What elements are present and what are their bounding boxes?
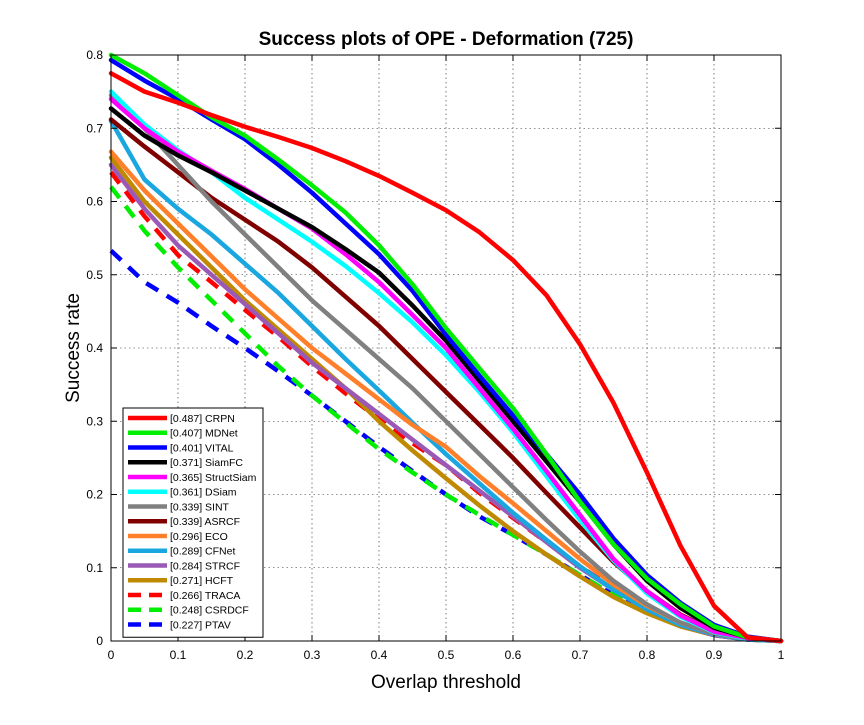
legend-label: [0.289] CFNet	[170, 546, 235, 558]
y-tick-label: 0.3	[86, 414, 103, 428]
legend-label: [0.339] ASRCF	[170, 516, 240, 528]
x-tick-label: 0.1	[170, 648, 187, 662]
axes-frame	[110, 54, 782, 642]
legend-label: [0.266] TRACA	[170, 590, 240, 602]
y-tick-label: 0.7	[86, 121, 103, 135]
legend-label: [0.487] CRPN	[170, 413, 235, 425]
chart-title: Success plots of OPE - Deformation (725)	[259, 29, 634, 50]
x-tick-label: 0.6	[505, 648, 522, 662]
y-tick-label: 0.1	[86, 561, 103, 575]
legend-label: [0.271] HCFT	[170, 575, 234, 587]
x-tick-label: 0	[108, 648, 115, 662]
y-tick-label: 0	[96, 634, 103, 648]
legend-label: [0.248] CSRDCF	[170, 605, 249, 617]
series-layer	[108, 52, 784, 644]
legend-label: [0.371] SiamFC	[170, 457, 243, 469]
y-tick-label: 0.8	[86, 48, 103, 62]
y-tick-label: 0.2	[86, 488, 103, 502]
y-tick-label: 0.5	[86, 268, 103, 282]
series-line-sint	[108, 93, 784, 644]
legend-label: [0.361] DSiam	[170, 487, 237, 499]
x-tick-label: 0.4	[371, 648, 388, 662]
legend-label: [0.365] StructSiam	[170, 472, 257, 484]
y-tick-labels: 0 0.1 0.2 0.3 0.4 0.5 0.6 0.7 0.8	[86, 48, 103, 648]
legend-label: [0.407] MDNet	[170, 428, 238, 440]
legend: [0.487] CRPN [0.407] MDNet [0.401] VITAL [0…	[122, 407, 264, 638]
legend-label: [0.339] SINT	[170, 501, 230, 513]
x-tick-label: 0.5	[438, 648, 455, 662]
legend-label: [0.296] ECO	[170, 531, 228, 543]
x-axis-label: Overlap threshold	[371, 672, 521, 693]
y-axis-label: Success rate	[63, 293, 84, 403]
x-tick-label: 0.3	[304, 648, 321, 662]
x-tick-label: 0.9	[706, 648, 723, 662]
series-line-cfnet	[108, 118, 784, 644]
series-line-csrdcf	[109, 185, 782, 644]
y-tick-label: 0.6	[86, 195, 103, 209]
legend-label: [0.401] VITAL	[170, 442, 234, 454]
x-tick-label: 0.7	[572, 648, 589, 662]
axes-box	[110, 54, 782, 642]
legend-label: [0.284] STRCF	[170, 560, 240, 572]
x-tick-label: 0.2	[237, 648, 254, 662]
x-tick-labels: 0 0.1 0.2 0.3 0.4 0.5 0.6 0.7 0.8 0.9 1	[108, 648, 785, 662]
series-line-mdnet	[108, 52, 784, 644]
y-tick-label: 0.4	[86, 341, 103, 355]
legend-label: [0.227] PTAV	[170, 619, 231, 631]
series-line-siamfc	[108, 106, 784, 644]
x-tick-label: 0.8	[639, 648, 656, 662]
series-line-crpn	[108, 71, 784, 644]
x-tick-label: 1	[778, 648, 785, 662]
